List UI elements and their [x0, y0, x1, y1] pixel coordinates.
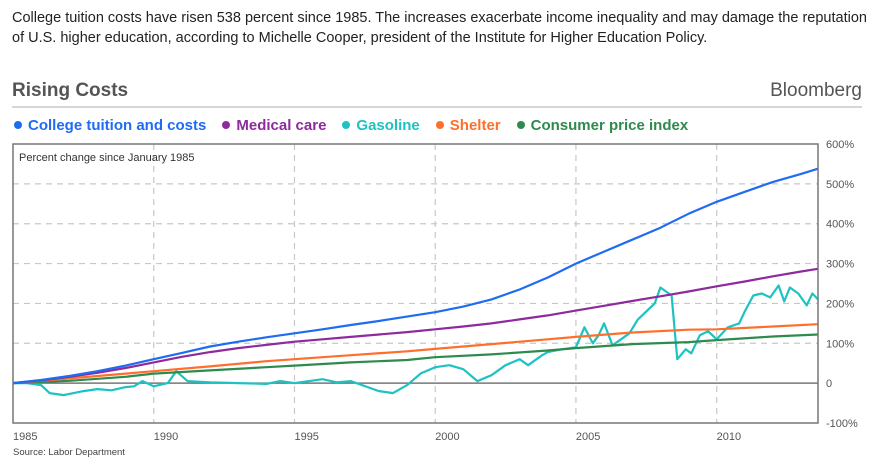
x-tick-label: 2005	[576, 431, 600, 443]
legend-dot-icon	[435, 121, 444, 129]
legend-label: Shelter	[449, 116, 501, 134]
series-lines	[12, 167, 819, 397]
x-tick-label: 2000	[435, 431, 459, 443]
x-tick-label: 2010	[717, 431, 741, 443]
chart-annotation: Percent change since January 1985	[19, 152, 195, 164]
source-note: Source: Labor Department	[13, 447, 125, 458]
brand-logo: Bloomberg	[770, 80, 862, 101]
x-tick-label: 1985	[13, 431, 37, 443]
series-line-college-tuition-and-costs	[12, 167, 819, 385]
legend-label: Medical care	[236, 116, 327, 134]
legend-label: Gasoline	[356, 116, 420, 134]
chart-legend: College tuition and costs Medical care Gas…	[14, 115, 688, 135]
x-tick-label: 1990	[154, 431, 178, 443]
legend-item: Gasoline	[342, 115, 420, 135]
chart-header: Rising Costs Bloomberg	[12, 80, 862, 108]
y-tick-label: 600%	[826, 139, 854, 151]
x-axis-labels: 1985 1990 1995 2000 2005 2010	[13, 431, 741, 443]
y-tick-label: 100%	[826, 338, 854, 350]
y-tick-label: 500%	[826, 179, 854, 191]
legend-item: College tuition and costs	[14, 115, 206, 135]
legend-label: Consumer price index	[530, 116, 689, 134]
legend-label: College tuition and costs	[28, 116, 207, 134]
legend-item: Medical care	[222, 115, 326, 135]
legend-dot-icon	[516, 121, 525, 129]
plot-frame	[12, 143, 819, 424]
y-tick-label: 200%	[826, 298, 854, 310]
x-tick-label: 1995	[294, 431, 318, 443]
legend-dot-icon	[14, 121, 22, 129]
legend-dot-icon	[222, 121, 231, 129]
series-line-shelter	[12, 323, 819, 385]
chart-title: Rising Costs	[12, 80, 129, 101]
series-line-gasoline	[13, 284, 819, 397]
legend-item: Shelter	[435, 115, 501, 135]
y-tick-label: -100%	[826, 418, 858, 430]
y-tick-label: 300%	[826, 259, 854, 271]
series-line-medical-care	[12, 267, 819, 385]
grid-lines	[13, 144, 818, 423]
y-axis-labels: 600% 500% 400% 300% 200% 100% 0 -100%	[826, 139, 858, 430]
legend-dot-icon	[342, 121, 351, 129]
y-tick-label: 0	[826, 378, 832, 390]
legend-item: Consumer price index	[516, 115, 689, 135]
y-tick-label: 400%	[826, 219, 854, 231]
chart-description: College tuition costs have risen 538 per…	[12, 10, 867, 46]
series-line-consumer-price-index	[12, 333, 819, 385]
